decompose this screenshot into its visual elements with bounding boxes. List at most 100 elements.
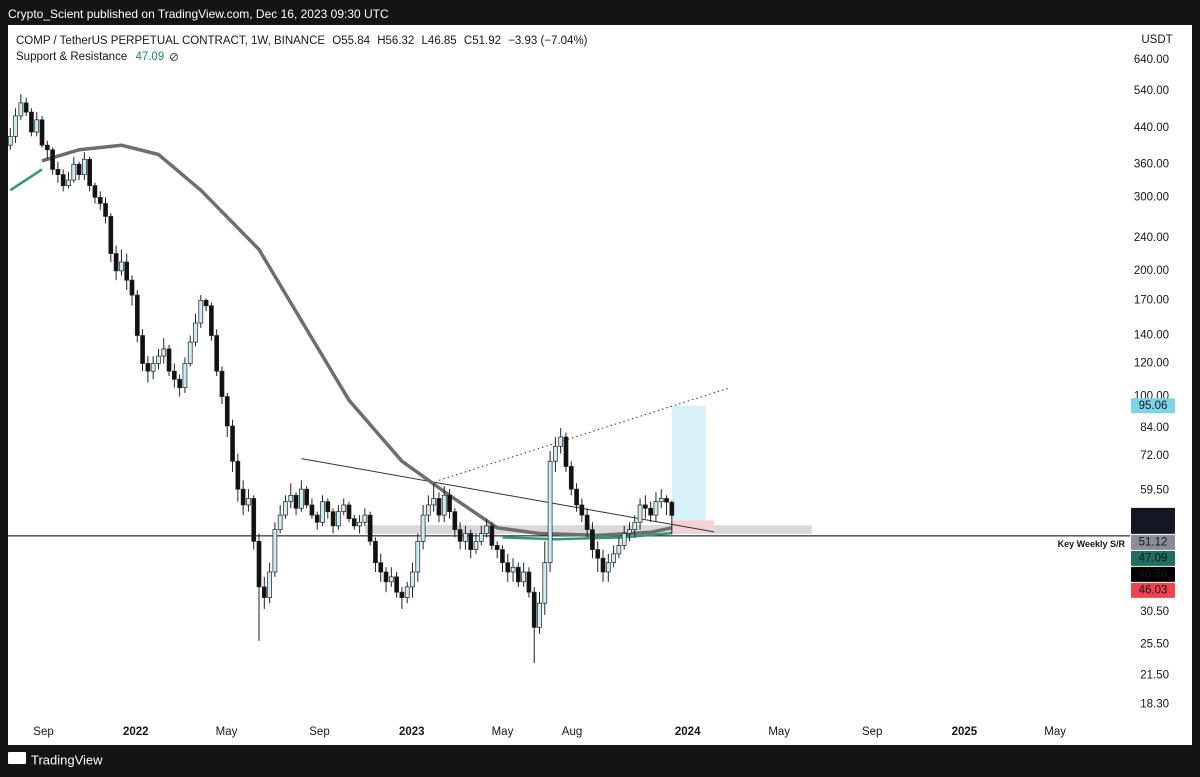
candle-body — [108, 216, 114, 254]
candle-body — [97, 196, 103, 204]
candle-body — [643, 504, 648, 509]
candle-body — [171, 370, 177, 380]
x-tick-label: May — [492, 726, 514, 738]
candle-body — [616, 545, 622, 555]
symbol-legend: COMP / TetherUS PERPETUAL CONTRACT, 1W, … — [16, 35, 588, 47]
price-tag-label: 51.92 — [1139, 509, 1168, 521]
candle-body — [399, 591, 405, 598]
currency: USDT — [1141, 34, 1172, 46]
price-tag-label: 46.03 — [1139, 584, 1168, 596]
candle-body — [156, 355, 161, 364]
price-tag — [1131, 566, 1175, 582]
candle-body — [447, 494, 452, 513]
y-tick-label: 21.50 — [1140, 669, 1169, 681]
candle-body — [558, 436, 564, 447]
candle-body — [605, 562, 611, 573]
candle-body — [60, 174, 66, 186]
ohlc-open: O55.84 — [332, 35, 370, 47]
candle-body — [621, 533, 627, 546]
candle-body — [119, 261, 124, 272]
candle-body — [563, 436, 569, 467]
candle-body — [627, 529, 632, 534]
price-tag-label: 51.12 — [1139, 536, 1168, 548]
candle-body — [103, 203, 108, 217]
indicator-name: Support & Resistance — [16, 51, 127, 63]
candle-body — [177, 378, 182, 389]
candle-body — [44, 144, 50, 151]
candle-body — [521, 571, 526, 583]
candle-body — [664, 498, 669, 503]
candle-body — [23, 102, 29, 113]
plot — [8, 94, 1130, 664]
candle-body — [272, 529, 278, 573]
x-tick-label: 2024 — [675, 726, 701, 738]
key-level-label: Key Weekly S/R — [1058, 539, 1126, 549]
indicator-legend: Support & Resistance 47.09 — [16, 51, 164, 63]
candle-body — [29, 111, 34, 133]
candle-body — [87, 158, 93, 186]
candle-body — [288, 494, 294, 503]
price-tag-label: 46.38 — [1139, 568, 1168, 580]
candle-body — [537, 602, 542, 628]
candle-body — [82, 158, 87, 175]
candle-body — [330, 511, 336, 527]
candle-body — [658, 498, 664, 503]
candle-body — [595, 549, 601, 559]
candle-body — [494, 545, 500, 550]
x-tick-label: 2025 — [952, 726, 978, 738]
candle-body — [113, 253, 119, 272]
candle-body — [648, 507, 654, 516]
candle-body — [198, 299, 204, 324]
candle-body — [341, 504, 347, 513]
price-tag — [1131, 582, 1175, 598]
candle-body — [547, 460, 553, 564]
candle-body — [224, 396, 230, 427]
candle-body — [277, 514, 283, 530]
candle-body — [346, 504, 352, 519]
candle-body — [283, 501, 288, 516]
candle-body — [579, 504, 585, 516]
candle-body — [129, 279, 135, 296]
candle-body — [240, 488, 246, 506]
projection-line — [438, 387, 731, 481]
candle-body — [584, 514, 590, 530]
candle-body — [574, 488, 579, 506]
candle-body — [203, 299, 209, 307]
candle-body — [246, 498, 251, 506]
y-tick-label: 25.50 — [1140, 638, 1169, 650]
candle-body — [637, 504, 643, 523]
ohlc-high: H56.32 — [377, 35, 414, 47]
candle-body — [457, 529, 463, 542]
target-box — [671, 405, 706, 521]
candle-body — [611, 553, 616, 564]
candle-body — [182, 363, 188, 389]
axes: 640.00 540.00 440.00 360.00 300.00 240.00 200.… — [33, 54, 1169, 738]
candle-body — [510, 566, 516, 573]
candle-body — [410, 571, 415, 588]
candle-body — [404, 586, 410, 598]
candle-body — [394, 576, 399, 593]
hidden-icon[interactable] — [170, 53, 178, 61]
candle-body — [441, 494, 447, 516]
y-tick-label: 18.30 — [1140, 699, 1169, 711]
candle-body — [357, 521, 362, 527]
y-tick-label: 84.00 — [1140, 422, 1169, 434]
candle-body — [134, 294, 140, 336]
x-tick-label: Sep — [309, 726, 329, 738]
candle-body — [484, 525, 489, 534]
candle-body — [235, 460, 241, 490]
candle-body — [76, 163, 82, 175]
candle-body — [473, 540, 479, 550]
candle-body — [463, 533, 468, 542]
candle-body — [426, 504, 431, 516]
candle-body — [66, 179, 71, 186]
candle-body — [314, 514, 320, 523]
ohlc-low: L46.85 — [422, 35, 457, 47]
price-tag — [1131, 507, 1175, 534]
candle-body — [653, 501, 659, 516]
candle-body — [150, 363, 156, 372]
candle-body — [230, 425, 235, 462]
y-tick-label: 300.00 — [1134, 191, 1169, 203]
